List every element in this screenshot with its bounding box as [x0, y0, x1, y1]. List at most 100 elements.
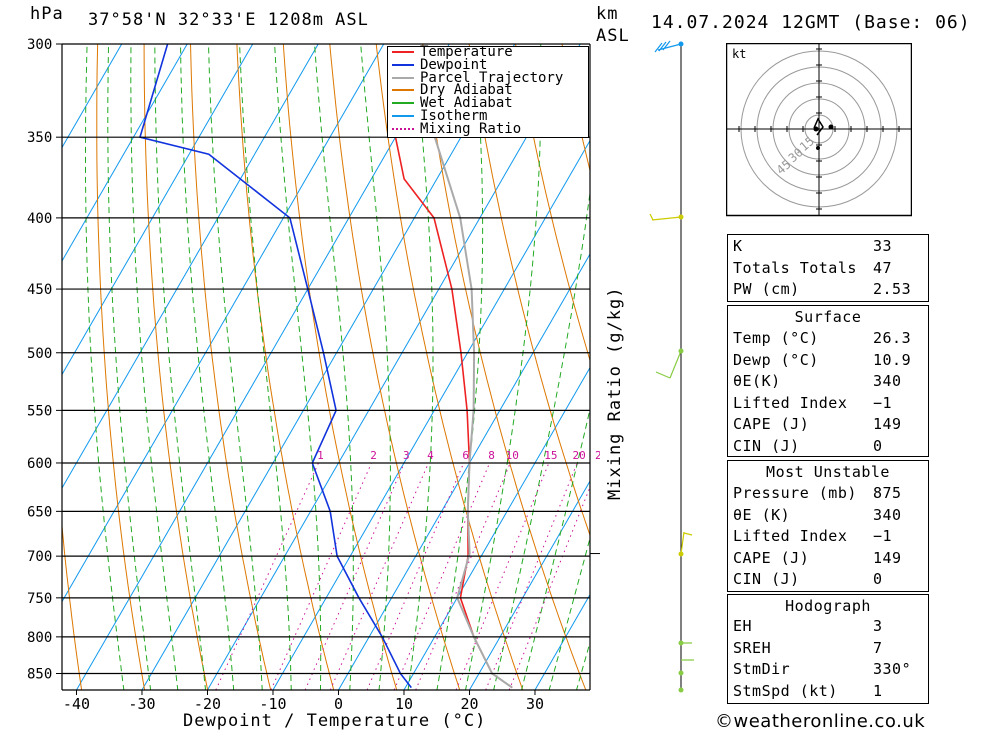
index-name: Lifted Index	[733, 527, 848, 546]
legend-swatch	[392, 89, 414, 92]
dry-adiabat-line	[190, 44, 272, 690]
index-row: CAPE (J) 149	[728, 415, 928, 436]
index-name: CAPE (J)	[733, 548, 810, 567]
pressure-tick-label: 650	[27, 504, 52, 520]
indices-most-unstable-box: Most Unstable Pressure (mb) 875 θE (K) 340 L…	[727, 460, 929, 592]
hodograph-point	[813, 126, 819, 132]
pressure-tick-label: 550	[27, 403, 52, 419]
index-value: 340	[873, 372, 902, 391]
height-ref-label: ASL	[596, 26, 630, 46]
x-tick-label: 0	[334, 695, 343, 713]
dry-adiabat-line	[282, 44, 398, 690]
wind-barb-dot	[678, 687, 684, 693]
wet-adiabat-line	[407, 44, 434, 690]
wet-adiabat-line	[85, 44, 125, 690]
wet-adiabat-line	[360, 44, 391, 690]
index-row: StmDir 330°	[728, 660, 928, 681]
wet-adiabat-line	[107, 44, 152, 690]
index-name: CIN (J)	[733, 437, 800, 455]
pressure-tick-label: 500	[27, 346, 52, 362]
legend-label: Temperature	[420, 44, 513, 60]
index-row: Pressure (mb) 875	[728, 484, 928, 505]
most-unstable-title: Most Unstable	[766, 463, 890, 481]
pressure-tick-label: 750	[27, 591, 52, 607]
index-name: StmSpd (kt)	[733, 681, 838, 700]
index-value: 26.3	[873, 329, 912, 347]
index-value: 875	[873, 484, 902, 502]
x-tick-label: -40	[63, 695, 90, 713]
isotherm-line	[62, 44, 319, 490]
dry-adiabat-line	[329, 44, 461, 690]
index-value: 149	[873, 548, 902, 567]
legend-swatch	[392, 102, 414, 105]
isotherm-line	[0, 2, 15, 690]
pressure-tick-label: 800	[27, 630, 52, 646]
wet-adiabat-line	[154, 44, 207, 690]
isotherm-line	[272, 139, 590, 690]
index-value: 47	[873, 258, 893, 277]
hodograph-title: Hodograph	[785, 597, 871, 615]
x-tick-label: 30	[526, 695, 544, 713]
copyright[interactable]: ©weatheronline.co.uk	[715, 711, 926, 732]
wind-barb-icon	[655, 350, 682, 379]
x-tick-label: -30	[128, 695, 155, 713]
legend-swatch	[392, 63, 414, 66]
index-name: Pressure (mb)	[733, 484, 857, 502]
wet-adiabat-line	[179, 44, 235, 690]
wet-adiabat-line	[239, 44, 292, 690]
wind-barb-icon	[680, 531, 693, 555]
location-title: 37°58'N 32°33'E 1208m ASL	[88, 10, 369, 30]
dry-adiabat-line	[62, 520, 83, 690]
legend-item: Isotherm	[392, 109, 487, 123]
index-row: Totals Totals 47	[728, 259, 928, 280]
pressure-tick-label: 450	[27, 282, 52, 298]
legend-item: Parcel Trajectory	[392, 69, 564, 86]
isotherm-line	[469, 480, 590, 690]
legend-swatch	[392, 51, 414, 53]
mixing-ratio-label: 3	[403, 449, 410, 462]
hodograph-unit: kt	[732, 47, 746, 61]
index-name: Totals Totals	[733, 258, 857, 277]
dry-adiabat-line	[96, 44, 146, 690]
wet-adiabat-line	[274, 44, 322, 690]
pressure-tick-label: 300	[27, 37, 52, 53]
index-row: CIN (J) 0	[728, 570, 928, 591]
parcel-trajectory-line	[391, 63, 513, 689]
hodograph-point	[828, 124, 834, 130]
indices-basic-box: K 33 Totals Totals 47 PW (cm) 2.53	[727, 234, 929, 302]
x-tick-label: -20	[194, 695, 221, 713]
wet-adiabat-line	[464, 44, 542, 690]
wind-barb-icon	[654, 40, 682, 53]
mixing-ratio-line	[455, 462, 550, 690]
x-tick-label: -10	[259, 695, 286, 713]
mixing-ratio-label: 10	[506, 449, 519, 462]
index-value: 340	[873, 505, 902, 524]
isotherm-line	[62, 44, 123, 149]
index-name: Temp (°C)	[733, 329, 819, 347]
dry-adiabat-line	[375, 44, 524, 690]
mixing-ratio-line	[415, 462, 511, 690]
legend-label: Parcel Trajectory	[420, 69, 564, 86]
legend-label: Dewpoint	[420, 56, 488, 73]
index-name: CAPE (J)	[733, 415, 810, 434]
indices-surface-box: Surface Temp (°C) 26.3 Dewp (°C) 10.9 θE(K) 3…	[727, 305, 929, 457]
mixing-ratio-label: 2	[370, 449, 377, 462]
height-unit-label: km	[596, 4, 619, 24]
pressure-tick-label: 850	[27, 667, 52, 683]
index-name: Dewp (°C)	[733, 350, 819, 369]
legend-swatch	[392, 76, 414, 79]
index-row: PW (cm) 2.53	[728, 280, 928, 301]
dewpoint-line	[138, 44, 412, 689]
wet-adiabat-line	[207, 44, 263, 690]
index-name: SREH	[733, 638, 772, 657]
mixing-ratio-axis-label: Mixing Ratio (g/kg)	[605, 286, 625, 500]
index-value: 330°	[873, 660, 912, 679]
index-name: θE(K)	[733, 372, 781, 391]
index-row: Temp (°C) 26.3	[728, 329, 928, 350]
x-tick-label: 20	[460, 695, 478, 713]
legend-item: Wet Adiabat	[392, 96, 513, 110]
wet-adiabat-line	[521, 407, 590, 690]
mixing-ratio-line	[304, 462, 405, 690]
x-axis-label: Dewpoint / Temperature (°C)	[183, 711, 487, 731]
